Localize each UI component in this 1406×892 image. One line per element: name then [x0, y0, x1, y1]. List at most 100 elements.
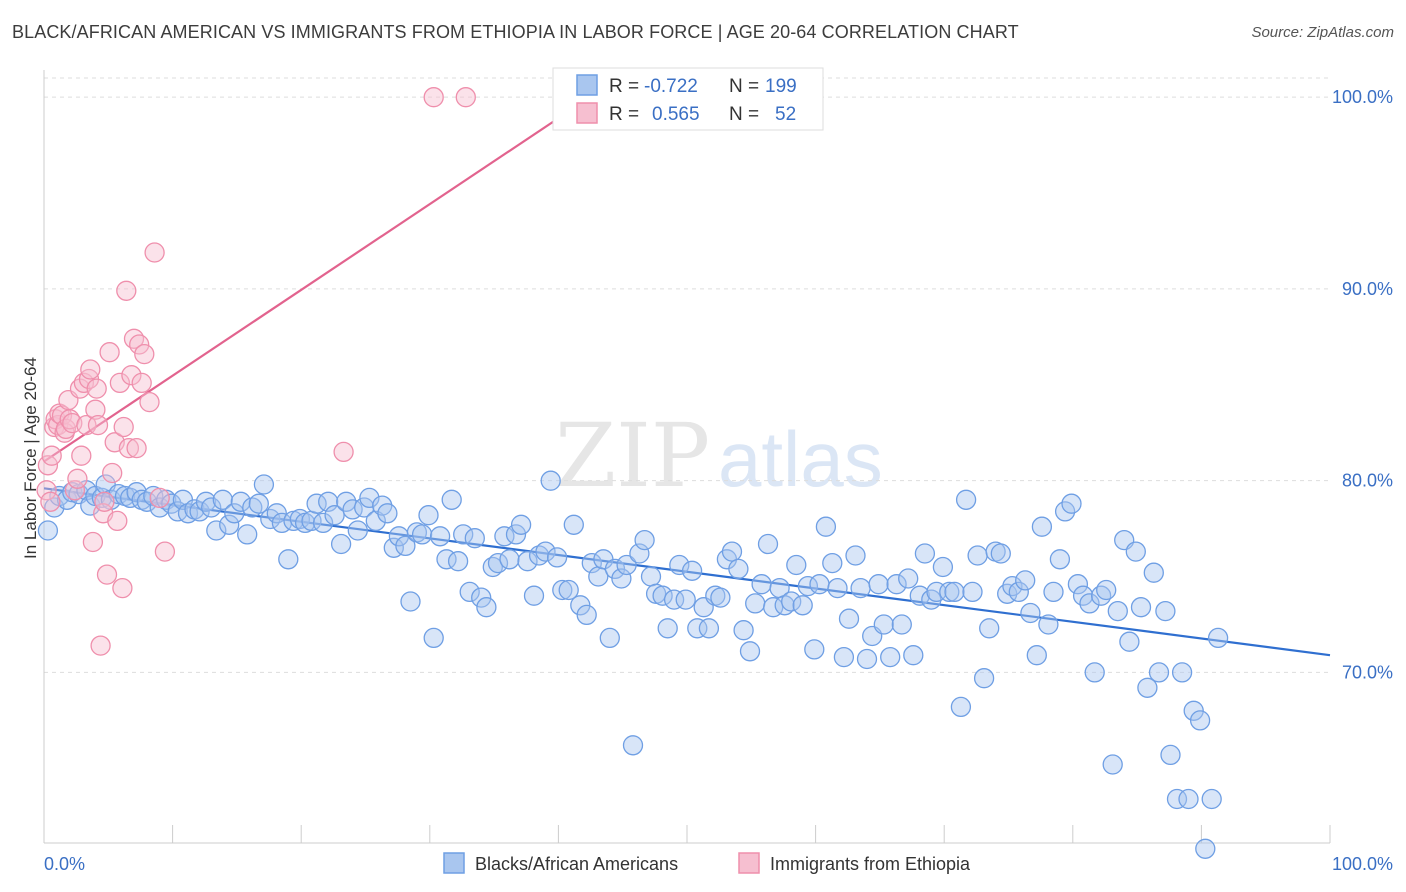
- data-point: [634, 529, 655, 551]
- data-point: [733, 620, 754, 641]
- stats-r-ethiopia: 0.565: [652, 104, 700, 125]
- x-tick-label-min: 0.0%: [44, 854, 85, 874]
- stats-r-label: R =: [609, 76, 639, 97]
- data-point: [681, 560, 703, 581]
- data-point: [139, 391, 160, 413]
- data-point: [354, 497, 375, 518]
- data-point: [116, 280, 137, 301]
- data-point: [459, 581, 480, 603]
- data-point: [278, 549, 299, 570]
- data-point: [880, 646, 901, 668]
- data-point: [1002, 575, 1023, 597]
- data-point: [418, 505, 439, 526]
- data-point: [914, 543, 936, 564]
- data-point: [400, 591, 421, 612]
- data-point: [248, 493, 269, 514]
- data-point: [786, 554, 807, 576]
- watermark-zip: ZIP: [555, 404, 710, 507]
- data-point: [622, 735, 644, 756]
- data-point: [1143, 562, 1164, 583]
- data-point: [1026, 645, 1047, 666]
- data-point: [71, 445, 92, 466]
- data-point: [1137, 677, 1158, 698]
- data-point: [850, 577, 871, 599]
- data-point: [955, 489, 977, 510]
- data-point: [891, 614, 912, 635]
- data-point: [134, 343, 155, 365]
- data-point: [96, 564, 118, 585]
- data-point: [266, 503, 287, 524]
- data-point: [1189, 710, 1211, 731]
- data-point: [827, 577, 848, 599]
- data-point: [1160, 744, 1181, 766]
- stats-n-blacks: 199: [765, 76, 797, 97]
- data-point: [1155, 600, 1176, 622]
- series-0-points: [37, 470, 1229, 859]
- data-point: [1102, 754, 1123, 775]
- data-point: [118, 437, 140, 459]
- x-tick-label-max: 100.0%: [1332, 854, 1393, 874]
- data-point: [447, 551, 469, 572]
- data-point: [1130, 597, 1152, 618]
- data-point: [1148, 662, 1170, 683]
- data-point: [710, 587, 731, 608]
- data-point: [90, 635, 111, 656]
- data-point: [1125, 541, 1146, 562]
- data-point: [944, 581, 965, 603]
- data-point: [429, 526, 451, 547]
- data-point: [359, 487, 380, 509]
- data-point: [845, 545, 866, 566]
- data-point: [453, 524, 474, 545]
- data-point: [41, 445, 62, 466]
- data-point: [1008, 581, 1029, 603]
- data-point: [540, 470, 561, 491]
- data-point: [809, 574, 830, 595]
- data-point: [1079, 593, 1100, 614]
- data-point: [126, 437, 147, 459]
- chart-source: Source: ZipAtlas.com: [1251, 24, 1394, 41]
- data-point: [774, 595, 795, 616]
- data-point: [599, 627, 620, 649]
- y-tick-label: 70.0%: [1342, 662, 1393, 682]
- data-point: [804, 639, 825, 660]
- data-point: [253, 474, 275, 495]
- data-point: [464, 528, 485, 549]
- data-point: [563, 514, 584, 535]
- data-point: [499, 549, 520, 570]
- data-point: [423, 87, 444, 108]
- data-point: [37, 520, 59, 541]
- data-point: [950, 696, 972, 718]
- data-point: [411, 524, 433, 545]
- data-point: [476, 597, 497, 618]
- data-point: [739, 641, 761, 662]
- data-point: [365, 510, 386, 532]
- data-point: [1178, 788, 1199, 810]
- data-point: [1207, 627, 1229, 649]
- data-point: [471, 587, 492, 608]
- stats-box: R = -0.722 N = 199 R = 0.565 N = 52: [552, 67, 824, 131]
- data-point: [107, 510, 128, 532]
- data-point: [838, 608, 860, 629]
- data-point: [757, 533, 779, 555]
- data-point: [1049, 549, 1071, 570]
- data-point: [40, 491, 61, 512]
- data-point: [505, 524, 527, 545]
- data-point: [154, 541, 176, 562]
- data-point: [1096, 579, 1117, 601]
- data-point: [903, 645, 924, 666]
- data-point: [1166, 788, 1188, 810]
- data-point: [898, 568, 919, 589]
- data-point: [36, 480, 57, 501]
- data-point: [224, 503, 245, 524]
- data-point: [698, 618, 720, 639]
- data-point: [113, 416, 134, 438]
- trend-line-series-0: [43, 487, 1331, 657]
- data-point: [206, 520, 227, 541]
- data-point: [149, 487, 170, 509]
- data-point: [687, 618, 708, 639]
- data-point: [932, 556, 954, 578]
- data-point: [112, 577, 133, 599]
- data-point: [616, 554, 637, 576]
- data-point: [728, 558, 749, 580]
